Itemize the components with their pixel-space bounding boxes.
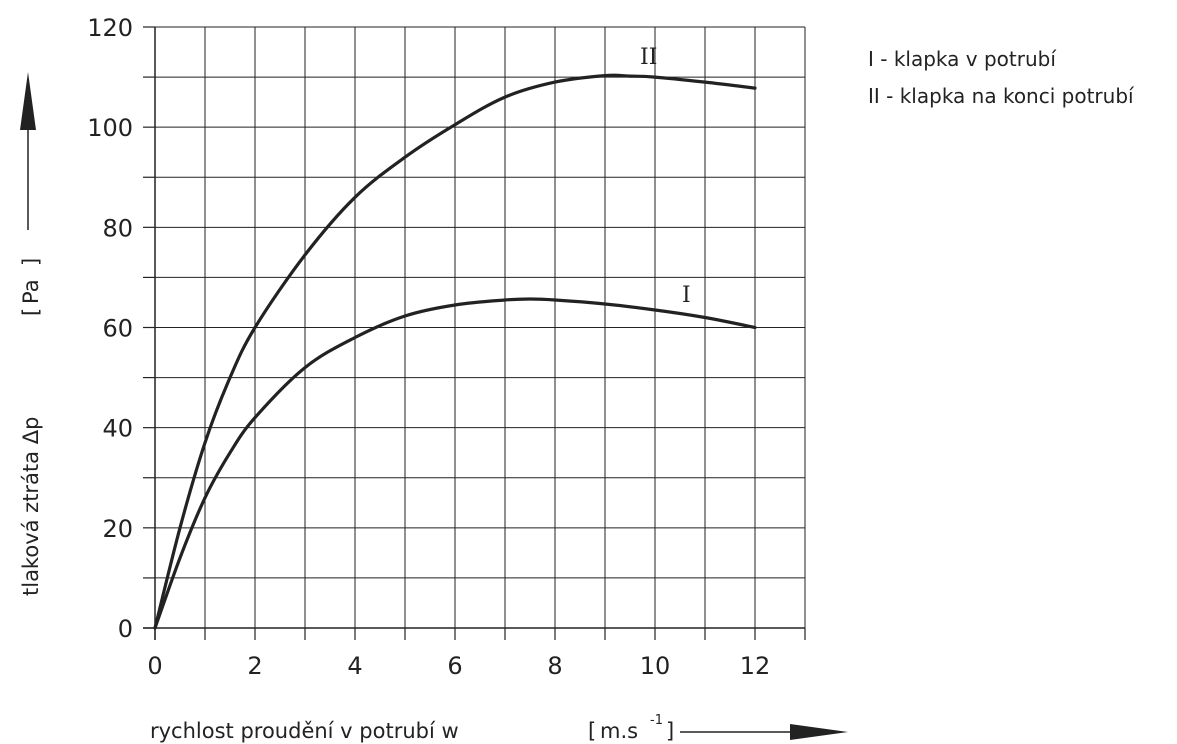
curve-label-ii: II: [640, 45, 657, 70]
y-axis-label: tlaková ztráta Δp: [19, 417, 43, 596]
y-axis-arrow-head: [20, 72, 36, 130]
x-axis-unit: m.s: [600, 719, 638, 743]
x-tick-label: 8: [547, 652, 562, 680]
x-axis-unit-exponent: -1: [650, 713, 663, 728]
legend-entry-ii: II - klapka na konci potrubí: [868, 84, 1135, 108]
x-tick-label: 10: [640, 652, 671, 680]
y-tick-label: 100: [87, 114, 133, 142]
y-tick-label: 80: [102, 214, 133, 242]
legend-entry-i: I - klapka v potrubí: [868, 47, 1057, 71]
grid-lines: [155, 27, 805, 628]
x-tick-label: 4: [347, 652, 362, 680]
y-tick-label: 0: [118, 615, 133, 643]
y-tick-label: 60: [102, 315, 133, 343]
x-axis-label: rychlost proudění v potrubí w: [150, 719, 459, 743]
x-axis-arrow-head: [790, 724, 848, 740]
y-axis-unit-close-bracket: ]: [19, 258, 43, 266]
x-tick-label: 6: [447, 652, 462, 680]
x-tick-label: 2: [247, 652, 262, 680]
curve-label-i: I: [682, 283, 691, 308]
legend: I - klapka v potrubí II - klapka na konc…: [868, 47, 1135, 108]
y-tick-label: 40: [102, 415, 133, 443]
x-axis-unit-open-bracket: [: [588, 719, 596, 743]
x-axis-title: rychlost proudění v potrubí w [ m.s -1 ]: [150, 713, 848, 743]
x-axis-unit-close-bracket: ]: [666, 719, 674, 743]
y-tick-label: 20: [102, 515, 133, 543]
axes: [143, 27, 805, 640]
x-tick-label: 12: [740, 652, 771, 680]
y-axis-title: tlaková ztráta Δp [ Pa ]: [19, 72, 43, 596]
y-axis-ticks: 0 20 40 60 80 100 120: [87, 14, 155, 643]
y-axis-unit-open-bracket: [: [19, 308, 43, 316]
x-tick-label: 0: [147, 652, 162, 680]
y-tick-label: 120: [87, 14, 133, 42]
x-axis-ticks: 0 2 4 6 8 10 12: [147, 628, 805, 680]
y-axis-unit: Pa: [19, 279, 43, 304]
